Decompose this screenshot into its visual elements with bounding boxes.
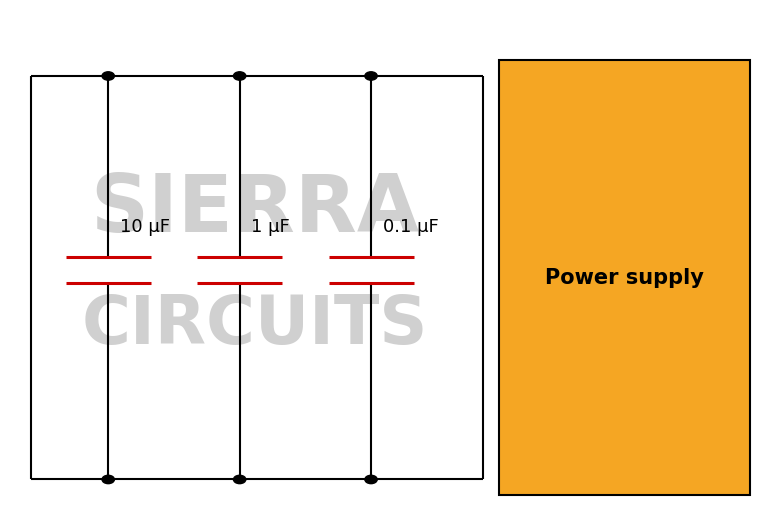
Circle shape [233,72,246,80]
Text: Power supply: Power supply [545,268,703,288]
Text: 0.1 μF: 0.1 μF [383,218,438,236]
Circle shape [102,475,114,484]
Text: CIRCUITS: CIRCUITS [82,292,428,358]
Bar [499,60,750,495]
Circle shape [365,72,377,80]
Circle shape [233,475,246,484]
Text: 1 μF: 1 μF [251,218,290,236]
Circle shape [102,72,114,80]
Text: SIERRA: SIERRA [90,171,420,248]
Text: 10 μF: 10 μF [120,218,170,236]
Circle shape [365,475,377,484]
